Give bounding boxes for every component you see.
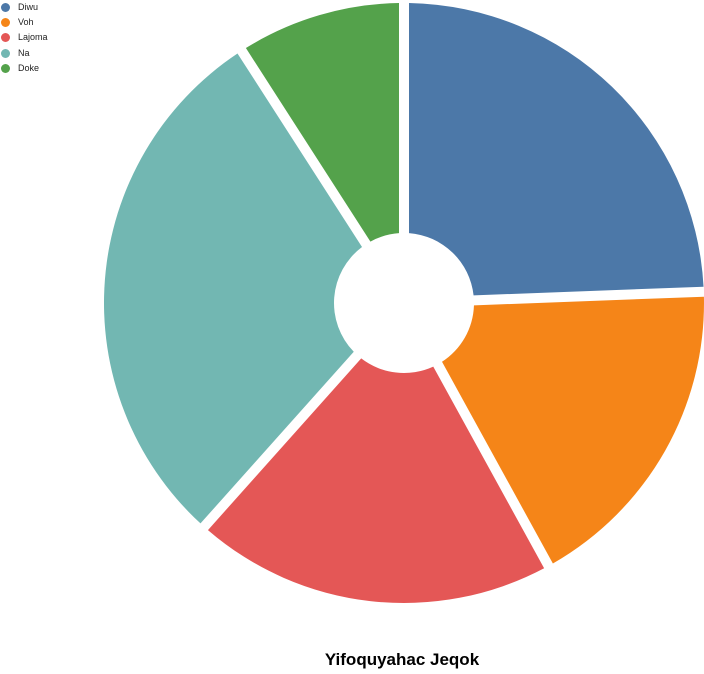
legend-item-voh[interactable]: Voh (1, 15, 48, 30)
legend-item-lajoma[interactable]: Lajoma (1, 30, 48, 45)
legend-item-na[interactable]: Na (1, 46, 48, 61)
legend-label-doke: Doke (18, 62, 40, 73)
legend-item-doke[interactable]: Doke (1, 61, 48, 76)
legend-label-lajoma: Lajoma (18, 32, 48, 43)
legend-label-diwu: Diwu (18, 2, 39, 13)
chart-title: Yifoquyahac Jeqok (324, 650, 480, 669)
legend-swatch-lajoma (1, 33, 10, 43)
legend-label-voh: Voh (18, 17, 34, 28)
pie-slice-diwu[interactable] (409, 3, 704, 296)
legend-swatch-doke (1, 63, 10, 73)
legend-label-na: Na (18, 47, 30, 58)
pie-slice-na[interactable] (103, 53, 363, 524)
pie-slices (103, 3, 704, 603)
pie-slice-voh[interactable] (442, 296, 704, 564)
legend-swatch-na (1, 48, 10, 58)
pie-slice-doke[interactable] (245, 3, 399, 242)
pie-slice-lajoma[interactable] (207, 358, 545, 603)
legend-swatch-voh (1, 18, 10, 28)
legend-swatch-diwu (1, 3, 10, 13)
legend: Diwu Voh Lajoma Na Doke (1, 0, 48, 76)
legend-item-diwu[interactable]: Diwu (1, 0, 48, 15)
